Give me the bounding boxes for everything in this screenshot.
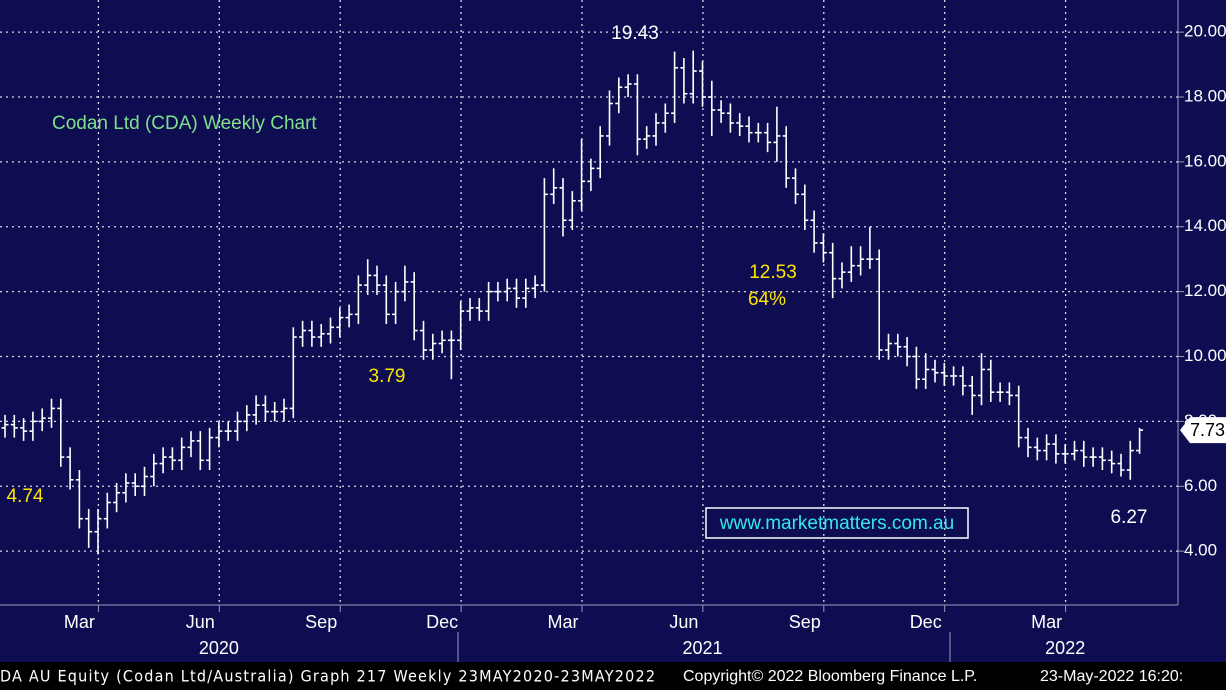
footer-text: Copyright© 2022 Bloomberg Finance L.P. — [683, 668, 977, 685]
y-tick-label: 20.00 — [1184, 22, 1226, 41]
watermark: www.marketmatters.com.au — [719, 513, 954, 534]
chart-title: Codan Ltd (CDA) Weekly Chart — [52, 113, 317, 134]
background — [0, 0, 1226, 662]
x-tick-label: Jun — [669, 612, 698, 632]
year-label: 2020 — [199, 638, 239, 658]
y-tick-label: 4.00 — [1184, 541, 1217, 560]
x-tick-label: Mar — [1031, 612, 1062, 632]
annotation: 64% — [748, 289, 786, 310]
y-tick-label: 14.00 — [1184, 216, 1226, 235]
x-tick-label: Sep — [305, 612, 337, 632]
annotation: 19.43 — [611, 23, 659, 44]
y-tick-label: 16.00 — [1184, 151, 1226, 170]
x-tick-label: Dec — [910, 612, 942, 632]
annotation: 12.53 — [749, 262, 797, 283]
last-price-tag — [1180, 417, 1226, 444]
y-tick-label: 10.00 — [1184, 346, 1226, 365]
price-bars — [1, 50, 1144, 555]
year-label: 2022 — [1045, 638, 1085, 658]
y-tick-label: 12.00 — [1184, 281, 1226, 300]
annotation: 6.27 — [1111, 507, 1148, 528]
last-price-label: 7.73 — [1190, 420, 1225, 440]
year-label: 2021 — [682, 638, 722, 658]
annotation: 4.74 — [7, 486, 44, 507]
y-tick-label: 6.00 — [1184, 476, 1217, 495]
footer-bar — [0, 662, 1226, 690]
annotation: 3.79 — [369, 366, 406, 387]
x-tick-label: Mar — [64, 612, 95, 632]
x-tick-label: Jun — [186, 612, 215, 632]
grid — [0, 0, 1184, 612]
y-tick-label: 18.00 — [1184, 86, 1226, 105]
x-tick-label: Sep — [789, 612, 821, 632]
x-tick-label: Dec — [426, 612, 458, 632]
x-tick-label: Mar — [548, 612, 579, 632]
footer-text: DA AU Equity (Codan Ltd/Australia) Graph… — [0, 667, 655, 686]
watermark-box — [705, 507, 969, 539]
footer-text: 23-May-2022 16:20: — [1040, 668, 1183, 685]
